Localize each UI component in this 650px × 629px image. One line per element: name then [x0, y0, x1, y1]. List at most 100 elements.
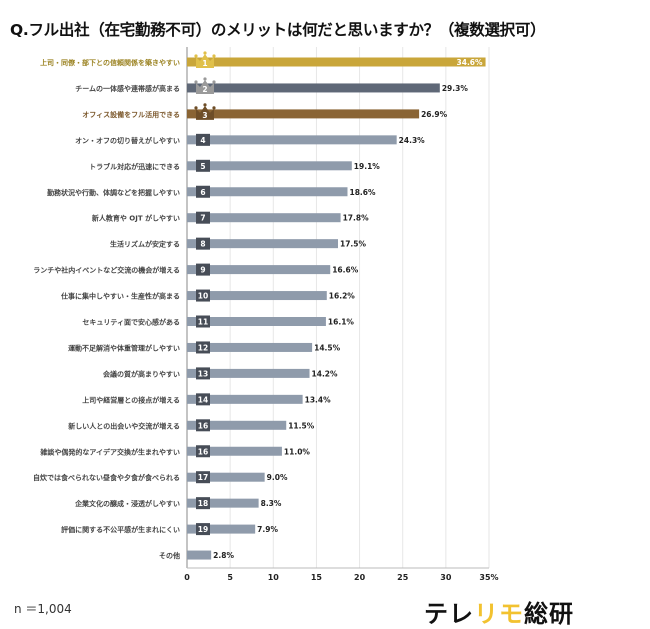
- crown-icon-jewel: [203, 103, 207, 107]
- value-label: 34.6%: [457, 58, 484, 67]
- rank-badge-bg: [196, 133, 210, 146]
- category-label: 新しい人との出会いや交流が増える: [68, 421, 180, 430]
- category-label: 評価に関する不公平感が生まれにくい: [61, 525, 180, 534]
- category-label: オン・オフの切り替えがしやすい: [75, 136, 180, 145]
- bar: [187, 498, 259, 508]
- category-label: 会議の質が高まりやすい: [103, 369, 180, 378]
- bar: [187, 187, 348, 197]
- rank-badge: 17: [198, 473, 208, 482]
- rank-badge-bg: [196, 289, 210, 302]
- category-label: 運動不足解消や体重管理がしやすい: [68, 343, 180, 352]
- bar: [187, 317, 326, 326]
- rank-badge-bg: [196, 237, 210, 250]
- value-label: 24.3%: [399, 136, 426, 145]
- rank-badge: 7: [200, 214, 205, 223]
- category-label: オフィス設備をフル活用できる: [82, 110, 180, 119]
- value-label: 14.2%: [312, 369, 339, 378]
- rank-badge-bg: [196, 211, 210, 224]
- rank-badge: 6: [200, 188, 205, 197]
- crown-icon-jewel: [203, 77, 207, 81]
- bar: [187, 83, 440, 93]
- category-label: 企業文化の醸成・浸透がしやすい: [74, 499, 180, 508]
- category-label: ランチや社内イベントなど交流の機会が増える: [33, 266, 180, 275]
- category-label: セキュリティ面で安心感がある: [82, 318, 180, 327]
- x-tick-label: 0: [184, 573, 190, 582]
- logo-text-accent: リモ: [474, 600, 524, 628]
- x-tick-label: 30: [440, 573, 452, 582]
- rank-badge: 5: [200, 162, 205, 171]
- bar: [187, 161, 352, 171]
- value-label: 17.5%: [340, 240, 367, 249]
- value-label: 11.0%: [284, 447, 311, 456]
- bar: [187, 135, 397, 145]
- category-label: その他: [159, 551, 180, 560]
- bar: [187, 394, 303, 404]
- rank-badge-bg: [196, 159, 210, 172]
- value-label: 11.5%: [288, 421, 315, 430]
- crown-icon-jewel: [194, 106, 198, 110]
- rank-badge: 16: [198, 421, 208, 430]
- value-label: 26.9%: [421, 110, 448, 119]
- category-label: 勤務状況や行動、体調などを把握しやすい: [47, 188, 180, 197]
- crown-icon-jewel: [212, 106, 216, 110]
- crown-icon: [196, 54, 214, 68]
- rank-badge: 16: [198, 447, 208, 456]
- category-label: 上司や経営層との接点が増える: [82, 395, 180, 404]
- rank-badge: 2: [202, 85, 207, 94]
- rank-badge-bg: [196, 367, 210, 380]
- rank-badge: 9: [200, 266, 205, 275]
- rank-badge: 1: [202, 59, 207, 68]
- bar: [187, 342, 313, 352]
- value-label: 18.6%: [349, 188, 376, 197]
- crown-icon-jewel: [194, 80, 198, 84]
- crown-icon-jewel: [194, 54, 198, 58]
- bar: [187, 446, 282, 456]
- value-label: 8.3%: [261, 499, 282, 508]
- bar: [187, 472, 265, 482]
- category-label: チームの一体感や連帯感が高まる: [75, 84, 180, 93]
- rank-badge: 4: [200, 136, 205, 145]
- rank-badge-bg: [196, 445, 210, 458]
- rank-badge-bg: [196, 263, 210, 276]
- x-tick-label: 15: [311, 573, 323, 582]
- rank-badge: 12: [198, 343, 208, 352]
- x-tick-label: 5: [227, 573, 233, 582]
- bar: [187, 57, 486, 67]
- category-label: 雑談や偶発的なアイデア交換が生まれやすい: [39, 447, 180, 456]
- value-label: 29.3%: [442, 84, 469, 93]
- bar: [187, 109, 420, 119]
- rank-badge: 14: [198, 395, 208, 404]
- rank-badge-bg: [196, 497, 210, 510]
- rank-badge: 3: [202, 111, 207, 120]
- value-label: 16.1%: [328, 318, 355, 327]
- value-label: 16.6%: [332, 266, 359, 275]
- crown-icon: [196, 79, 214, 94]
- rank-badge-bg: [196, 523, 210, 536]
- value-label: 7.9%: [257, 525, 278, 534]
- crown-icon-jewel: [203, 51, 207, 55]
- category-label: 上司・同僚・部下との信頼関係を築きやすい: [40, 58, 180, 67]
- value-label: 14.5%: [314, 343, 341, 352]
- x-tick-label: 25: [397, 573, 409, 582]
- bar: [187, 291, 327, 301]
- crown-icon-jewel: [212, 80, 216, 84]
- bar: [187, 265, 331, 275]
- x-tick-label: 35%: [479, 573, 498, 582]
- category-label: 新人教育や OJT がしやすい: [92, 214, 180, 223]
- category-label: 生活リズムが安定する: [110, 240, 180, 249]
- rank-badge-bg: [196, 471, 210, 484]
- rank-badge-bg: [196, 315, 210, 328]
- rank-badge: 18: [198, 499, 208, 508]
- bar: [187, 420, 287, 430]
- crown-icon-jewel: [212, 54, 216, 58]
- rank-badge: 19: [198, 525, 208, 534]
- rank-badge-bg: [196, 341, 210, 354]
- crown-icon: [196, 105, 214, 120]
- sample-size: n ＝1,004: [14, 602, 72, 616]
- value-label: 9.0%: [267, 473, 288, 482]
- logo-text: テレ: [424, 600, 474, 628]
- bar: [187, 550, 212, 560]
- bar: [187, 213, 341, 223]
- category-label: 自炊では食べられない昼食や夕食が食べられる: [33, 473, 180, 482]
- x-tick-label: 10: [268, 573, 280, 582]
